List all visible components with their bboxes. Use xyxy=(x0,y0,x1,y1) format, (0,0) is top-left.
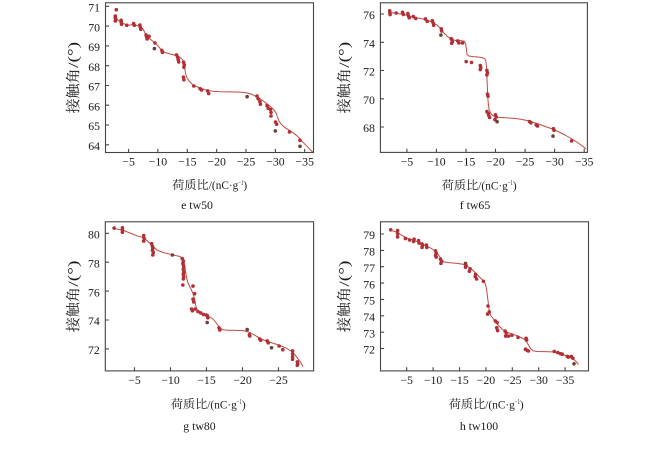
svg-text:−35: −35 xyxy=(575,155,594,169)
svg-text:−10: −10 xyxy=(161,373,180,387)
svg-text:h tw100: h tw100 xyxy=(460,419,498,433)
svg-text:/(nC·g: /(nC·g xyxy=(207,399,237,411)
svg-text:69: 69 xyxy=(88,40,100,54)
svg-text:−30: −30 xyxy=(529,373,548,387)
svg-text:−35: −35 xyxy=(556,373,575,387)
svg-text:68: 68 xyxy=(88,60,100,74)
svg-text:−15: −15 xyxy=(197,373,216,387)
svg-text:76: 76 xyxy=(363,277,375,291)
svg-text:65: 65 xyxy=(88,119,100,133)
svg-text:72: 72 xyxy=(88,343,100,357)
svg-text:−20: −20 xyxy=(477,373,496,387)
svg-text:−1: −1 xyxy=(237,399,242,406)
svg-text:/(°): /(°) xyxy=(337,260,353,286)
svg-text:−1: −1 xyxy=(238,180,243,187)
svg-text:64: 64 xyxy=(88,139,100,153)
svg-text:−20: −20 xyxy=(486,155,505,169)
svg-text:/(nC·g: /(nC·g xyxy=(478,180,508,192)
svg-text:): ) xyxy=(520,399,524,411)
svg-text:/(°): /(°) xyxy=(66,42,82,68)
svg-text:/(°): /(°) xyxy=(66,260,82,286)
svg-text:−30: −30 xyxy=(545,155,564,169)
svg-text:66: 66 xyxy=(88,99,100,113)
svg-text:71: 71 xyxy=(88,1,100,15)
svg-text:78: 78 xyxy=(363,245,375,259)
svg-text:72: 72 xyxy=(363,65,375,79)
svg-text:−5: −5 xyxy=(128,373,141,387)
svg-text:−20: −20 xyxy=(207,155,226,169)
svg-text:−25: −25 xyxy=(516,155,535,169)
svg-text:−1: −1 xyxy=(508,180,513,187)
svg-text:73: 73 xyxy=(363,326,375,340)
svg-text:−25: −25 xyxy=(237,155,256,169)
svg-text:−1: −1 xyxy=(515,399,520,406)
svg-text:75: 75 xyxy=(363,294,375,308)
svg-text:68: 68 xyxy=(363,121,375,135)
svg-text:77: 77 xyxy=(363,261,375,275)
svg-text:72: 72 xyxy=(363,343,375,357)
svg-text:78: 78 xyxy=(88,256,100,270)
svg-text:76: 76 xyxy=(363,8,375,22)
svg-text:76: 76 xyxy=(88,285,100,299)
svg-text:−5: −5 xyxy=(401,155,414,169)
svg-text:−15: −15 xyxy=(450,373,469,387)
svg-text:e tw50: e tw50 xyxy=(181,198,213,212)
svg-text:79: 79 xyxy=(363,228,375,242)
svg-text:74: 74 xyxy=(88,314,100,328)
svg-text:74: 74 xyxy=(363,37,375,51)
svg-text:): ) xyxy=(243,180,247,192)
svg-text:/(nC·g: /(nC·g xyxy=(485,399,515,411)
svg-text:): ) xyxy=(513,180,517,192)
svg-text:g tw80: g tw80 xyxy=(183,419,216,433)
svg-text:−25: −25 xyxy=(503,373,522,387)
svg-text:−35: −35 xyxy=(295,155,314,169)
svg-text:−10: −10 xyxy=(149,155,168,169)
svg-text:70: 70 xyxy=(88,20,100,34)
svg-text:−5: −5 xyxy=(400,373,413,387)
svg-text:−25: −25 xyxy=(269,373,288,387)
svg-text:−10: −10 xyxy=(424,373,443,387)
svg-text:−15: −15 xyxy=(178,155,197,169)
svg-text:/(°): /(°) xyxy=(337,42,353,68)
svg-text:−5: −5 xyxy=(122,155,135,169)
svg-text:−20: −20 xyxy=(233,373,252,387)
svg-text:70: 70 xyxy=(363,93,375,107)
svg-text:80: 80 xyxy=(88,228,100,242)
svg-text:−10: −10 xyxy=(427,155,446,169)
svg-text:−30: −30 xyxy=(266,155,285,169)
svg-text:67: 67 xyxy=(88,80,100,94)
svg-text:74: 74 xyxy=(363,310,375,324)
svg-text:): ) xyxy=(242,399,246,411)
svg-text:/(nC·g: /(nC·g xyxy=(209,180,239,192)
svg-text:−15: −15 xyxy=(457,155,476,169)
svg-text:f tw65: f tw65 xyxy=(460,198,491,212)
